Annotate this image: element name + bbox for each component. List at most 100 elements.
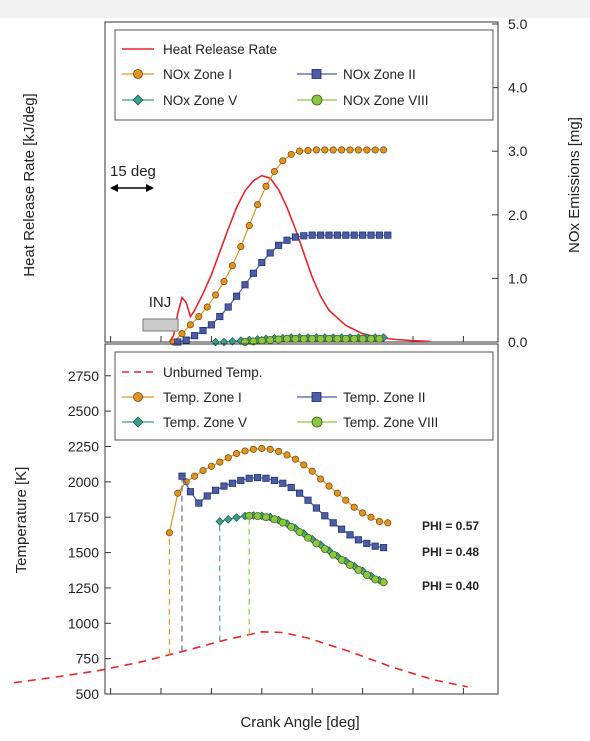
temp-zone-viii-point-10 [329, 550, 338, 559]
temp-zone-viii-point-16 [379, 578, 388, 587]
top-strip [0, 0, 590, 18]
nox-zone-i-point-7 [228, 262, 236, 270]
temp-zone-ii-point-21 [354, 536, 362, 544]
legend-marker-temp-zone-8 [311, 416, 323, 428]
temp-zone-ii-point-6 [228, 479, 236, 487]
temp-zone-viii-point-13 [354, 565, 363, 574]
temperature-y-tick-label-2: 1000 [68, 615, 99, 631]
temp-zone-i-point-13 [275, 447, 283, 455]
nox-zone-ii-point-8 [241, 281, 249, 289]
temp-zone-i-point-4 [199, 466, 207, 475]
bottom-plot-frame [104, 343, 499, 695]
temp-zone-ii-point-8 [245, 474, 253, 482]
nox-zone-viii-point-9 [316, 334, 325, 343]
nox-y-tick-label-1: 1.0 [508, 270, 528, 286]
legend-label-nox-zone-2: NOx Zone II [343, 67, 416, 82]
legend-label-nox-zone-1: NOx Zone I [163, 67, 232, 82]
nox-zone-i-point-13 [279, 157, 287, 165]
temp-zone-ii-point-17 [321, 512, 329, 520]
nox-zone-ii-point-14 [291, 233, 299, 241]
nox-zone-viii-point-12 [341, 334, 350, 343]
unburned-temp-line [13, 630, 468, 688]
nox-zone-i-point-21 [346, 146, 354, 154]
nox-zone-i-point-3 [195, 313, 203, 321]
crank-angle-axis-label: Crank Angle [deg] [240, 714, 359, 731]
heat-release-rate-line [168, 174, 430, 343]
nox-zone-i-point-25 [380, 146, 388, 154]
temp-zone-ii-point-14 [296, 489, 304, 497]
nox-zone-ii-point-12 [275, 241, 283, 249]
nox-zone-i-point-19 [329, 146, 337, 154]
temp-zone-i-point-26 [384, 519, 392, 527]
nox-panel: 0.0 1.0 2.0 3.0 4.0 5.0 Heat Release Rate [kJ… [21, 16, 583, 350]
temp-zone-i-point-14 [283, 451, 291, 459]
nox-y-tick-label-4: 4.0 [508, 80, 528, 96]
nox-zone-v-point-2 [228, 337, 237, 346]
temperature-y-tick-label-6: 2000 [68, 474, 99, 490]
nox-y-tick-label-0: 0.0 [508, 334, 528, 350]
nox-zone-i-point-17 [312, 146, 320, 154]
temp-zone-ii-point-19 [338, 525, 346, 533]
nox-zone-i-point-9 [245, 222, 253, 230]
legend-label-temp-zone-8: Temp. Zone VIII [343, 415, 438, 430]
temp-zone-viii-point-11 [337, 555, 346, 564]
nox-zone-i-point-23 [363, 146, 371, 154]
temp-zone-i-point-15 [291, 455, 299, 463]
nox-zone-i-point-2 [186, 321, 194, 329]
temp-zone-ii-point-9 [254, 474, 262, 482]
nox-zone-ii-point-13 [283, 236, 291, 244]
nox-zone-i-point-12 [270, 168, 278, 176]
nox-zone-viii-point-16 [375, 334, 384, 343]
bottom-legend-box [114, 351, 494, 441]
legend-label-nox-zone-8: NOx Zone VIII [343, 93, 429, 108]
legend-marker-temp-zone-1 [133, 392, 143, 402]
nox-zone-i-point-18 [321, 146, 329, 154]
temp-zone-i-point-6 [216, 458, 224, 466]
zone-onset-lines [168, 476, 250, 655]
temp-zone-ii-point-18 [329, 519, 337, 527]
nox-zone-viii-point-5 [283, 334, 291, 343]
temp-zone-viii-point-6 [295, 528, 304, 537]
nox-zone-viii-point-3 [266, 336, 275, 345]
temp-zone-ii-point-2 [195, 499, 203, 507]
temp-zone-i-point-11 [258, 444, 266, 453]
temp-zone-ii-point-7 [237, 476, 245, 484]
nox-zone-viii-point-8 [308, 334, 317, 343]
nox-zone-i-point-4 [203, 303, 211, 311]
nox-y-axis-ticks: 0.0 1.0 2.0 3.0 4.0 5.0 [492, 16, 528, 350]
nox-zone-i-point-20 [338, 146, 346, 154]
temp-zone-i-point-3 [191, 472, 199, 480]
nox-zone-i-point-16 [304, 147, 312, 155]
temperature-y-tick-label-7: 2250 [68, 438, 99, 454]
nox-y-tick-label-5: 5.0 [508, 16, 528, 32]
nox-zone-i-point-11 [262, 182, 270, 190]
legend-marker-temp-zone-2 [311, 392, 322, 402]
nox-zone-ii-point-19 [333, 231, 341, 239]
temperature-y-tick-label-9: 2750 [68, 368, 99, 384]
temp-zone-viii-point-12 [346, 561, 354, 569]
nox-zone-ii-point-11 [266, 249, 274, 257]
phi-label-zone-1: PHI = 0.57 [422, 519, 479, 533]
nox-zone-i-point-8 [237, 243, 245, 251]
temp-zone-i-point-1 [174, 489, 182, 497]
temp-zone-v-point-2 [232, 513, 241, 522]
temp-zone-viii-point-15 [371, 575, 380, 584]
temperature-y-tick-label-3: 1250 [68, 580, 99, 596]
temp-zone-ii-point-24 [380, 544, 388, 552]
nox-zone-i-point-5 [212, 291, 220, 299]
nox-zone-viii-point-14 [358, 334, 367, 343]
temp-zone-i-point-18 [317, 475, 325, 483]
temp-zone-i-point-10 [249, 445, 257, 453]
nox-zone-i-point-6 [220, 278, 228, 286]
temp-zone-v-point-1 [223, 515, 233, 524]
legend-label-temp-zone-2: Temp. Zone II [343, 390, 426, 405]
nox-zone-ii-point-25 [384, 231, 392, 239]
nox-zone-viii-point-2 [257, 336, 266, 345]
temperature-y-tick-label-5: 1750 [68, 509, 99, 525]
nox-zone-ii-point-21 [350, 231, 358, 239]
temp-zone-viii-point-7 [304, 533, 312, 542]
nox-zone-viii-point-7 [299, 334, 308, 343]
temp-zone-i-point-23 [359, 509, 367, 517]
temp-zone-i-point-19 [325, 482, 333, 490]
